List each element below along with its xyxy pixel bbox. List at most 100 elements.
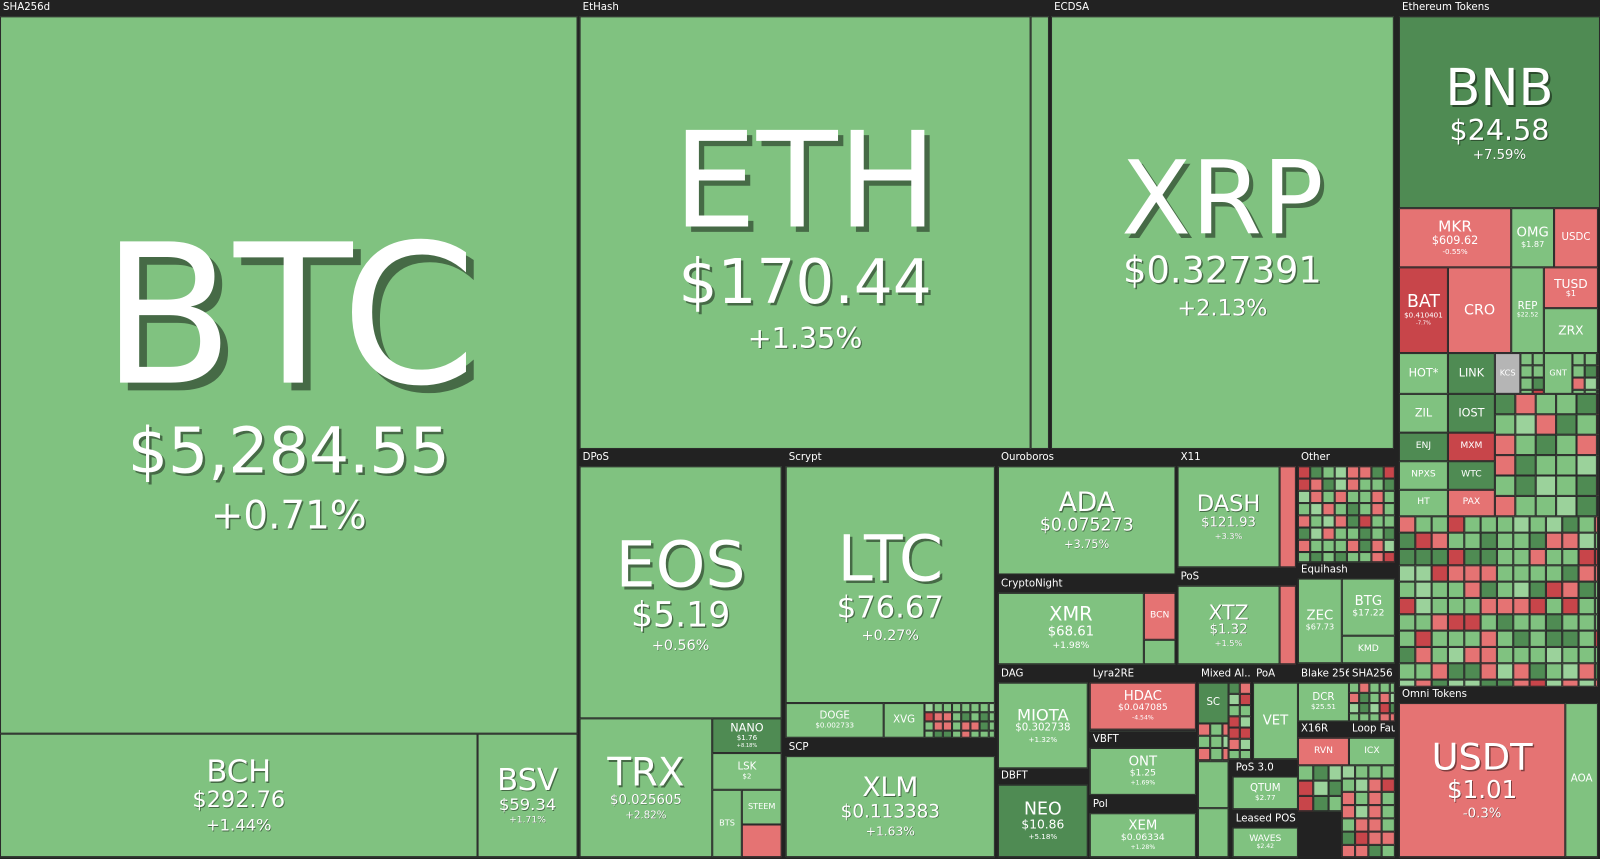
coin-tile[interactable]: BCN	[1143, 592, 1176, 640]
coin-tile[interactable]: NANO $1.76 +8.18%	[712, 718, 782, 754]
small-tile	[1228, 682, 1240, 694]
coin-tile[interactable]: DCR $25.51	[1297, 682, 1349, 722]
coin-tile[interactable]: MIOTA $0.302738 +1.32%	[997, 682, 1088, 769]
small-tile	[1239, 738, 1252, 750]
small-tile	[1239, 705, 1252, 717]
coin-tile[interactable]: LSK $2	[712, 753, 782, 790]
coin-tile[interactable]: XEM $0.06334 +1.28%	[1089, 813, 1196, 858]
coin-tile[interactable]: DOGE $0.002733	[785, 703, 884, 738]
coin-tile[interactable]: MKR $609.62 -0.55%	[1398, 208, 1512, 268]
small-tile	[1381, 805, 1395, 819]
coin-tile[interactable]: WTC	[1447, 461, 1495, 490]
coin-tile[interactable]: NPXS	[1398, 461, 1448, 490]
coin-change: +1.69%	[1130, 779, 1156, 788]
coin-tile[interactable]: TUSD $1	[1543, 267, 1598, 309]
coin-tile[interactable]: XMR $68.61 +1.98%	[997, 592, 1144, 665]
coin-tile[interactable]: USDC	[1554, 208, 1598, 268]
coin-tile[interactable]: RVN	[1297, 737, 1349, 766]
small-tile	[1584, 377, 1597, 390]
small-tile	[1334, 552, 1347, 563]
coin-tile[interactable]: LINK	[1447, 353, 1495, 394]
small-tile	[1556, 455, 1577, 476]
coin-change: -0.3%	[1462, 806, 1502, 822]
coin-tile[interactable]: LTC $76.67 +0.27%	[785, 466, 995, 704]
coin-tile[interactable]: BTS	[712, 789, 742, 858]
coin-tile[interactable]: STEEM	[741, 789, 782, 825]
coin-tile[interactable]: HT	[1398, 489, 1448, 517]
small-tile	[1359, 703, 1370, 714]
small-tile	[1381, 778, 1395, 792]
small-tile	[1529, 581, 1546, 598]
coin-tile[interactable]: BSV $59.34 +1.71%	[477, 733, 578, 858]
coin-tile[interactable]: IOST	[1447, 393, 1495, 433]
coin-tile[interactable]: HOT*	[1398, 353, 1448, 394]
coin-tile[interactable]: XLM $0.113383 +1.63%	[785, 756, 995, 858]
coin-tile[interactable]: AOA	[1565, 703, 1598, 858]
small-tile	[1381, 844, 1395, 858]
small-tile	[1515, 495, 1536, 517]
coin-tile[interactable]: BTC $5,284.55 +0.71%	[0, 16, 578, 734]
small-tile	[1322, 515, 1335, 528]
coin-tile[interactable]: ADA $0.075273 +3.75%	[997, 466, 1176, 575]
group-header: PoA	[1256, 668, 1276, 680]
coin-tile[interactable]: GNT	[1543, 353, 1573, 394]
coin-tile[interactable]: BTG $17.22	[1341, 578, 1395, 636]
coin-tile[interactable]: PAX	[1447, 489, 1495, 517]
small-tile	[1334, 515, 1347, 528]
small-tile	[1297, 539, 1311, 553]
group-header: SCP	[788, 741, 809, 754]
small-tile	[1381, 818, 1395, 832]
coin-symbol: STEEM	[747, 801, 776, 812]
coin-tile[interactable]: USDT $1.01 -0.3%	[1398, 703, 1566, 858]
small-tile	[970, 703, 980, 713]
coin-change: +1.35%	[747, 321, 863, 356]
coin-tile[interactable]: ZIL	[1398, 393, 1448, 433]
small-tile	[1322, 552, 1335, 563]
coin-change: +7.59%	[1472, 148, 1527, 164]
group-header: Omni Tokens	[1402, 688, 1467, 700]
coin-tile[interactable]: ICX	[1348, 737, 1395, 766]
small-tile	[1513, 532, 1530, 549]
coin-tile[interactable]: ETH $170.44 +1.35%	[579, 16, 1031, 449]
coin-symbol: XMR	[1049, 603, 1093, 626]
coin-price: $25.51	[1310, 702, 1336, 711]
coin-tile[interactable]: SC	[1197, 682, 1229, 724]
coin-tile[interactable]: OMG $1.87	[1511, 208, 1555, 268]
coin-tile[interactable]: KMD	[1341, 635, 1395, 664]
small-tile	[1594, 630, 1598, 647]
coin-tile[interactable]: XVG	[883, 703, 925, 738]
coin-tile[interactable]: DASH $121.93 +3.3%	[1177, 466, 1280, 568]
coin-tile[interactable]: ONT $1.25 +1.69%	[1089, 747, 1196, 795]
coin-symbol: KCS	[1499, 368, 1516, 378]
coin-tile[interactable]: MXM	[1447, 432, 1495, 462]
coin-tile[interactable]: QTUM $2.77	[1232, 776, 1298, 810]
small-tile	[1594, 565, 1598, 582]
coin-tile[interactable]: KCS	[1494, 353, 1521, 394]
small-tile	[1496, 614, 1514, 631]
coin-tile[interactable]: WAVES $2.42	[1232, 827, 1298, 858]
coin-tile[interactable]: REP $22.52	[1511, 267, 1544, 354]
coin-tile[interactable]: CRO	[1447, 267, 1512, 354]
small-tile	[1222, 723, 1229, 736]
coin-tile[interactable]: XRP $0.327391 +2.13%	[1051, 16, 1394, 449]
coin-tile[interactable]: BNB $24.58 +7.59%	[1398, 16, 1600, 209]
small-tile	[1328, 780, 1342, 796]
small-tile	[1359, 552, 1372, 563]
small-tile	[1535, 434, 1557, 456]
coin-tile[interactable]: EOS $5.19 +0.56%	[579, 466, 782, 719]
coin-tile[interactable]: XTZ $1.32 +1.5%	[1177, 585, 1280, 665]
coin-tile[interactable]: ZRX	[1543, 308, 1598, 354]
coin-tile[interactable]: BCH $292.76 +1.44%	[0, 733, 478, 858]
coin-tile[interactable]: ENJ	[1398, 432, 1448, 462]
coin-price: $0.075273	[1039, 515, 1134, 537]
small-tile	[1480, 565, 1497, 582]
small-tile	[1447, 597, 1465, 615]
coin-tile[interactable]: ZEC $67.73	[1297, 578, 1342, 664]
coin-change: +2.82%	[625, 810, 667, 822]
coin-tile[interactable]: TRX $0.025605 +2.82%	[579, 718, 713, 858]
small-tile	[1398, 516, 1416, 533]
coin-tile[interactable]: HDAC $0.047085 -4.54%	[1089, 682, 1196, 730]
coin-tile[interactable]: VET	[1253, 682, 1298, 760]
coin-tile[interactable]: BAT $0.410401 -7.7%	[1398, 267, 1448, 354]
coin-tile[interactable]: NEO $10.86 +5.18%	[997, 784, 1088, 858]
